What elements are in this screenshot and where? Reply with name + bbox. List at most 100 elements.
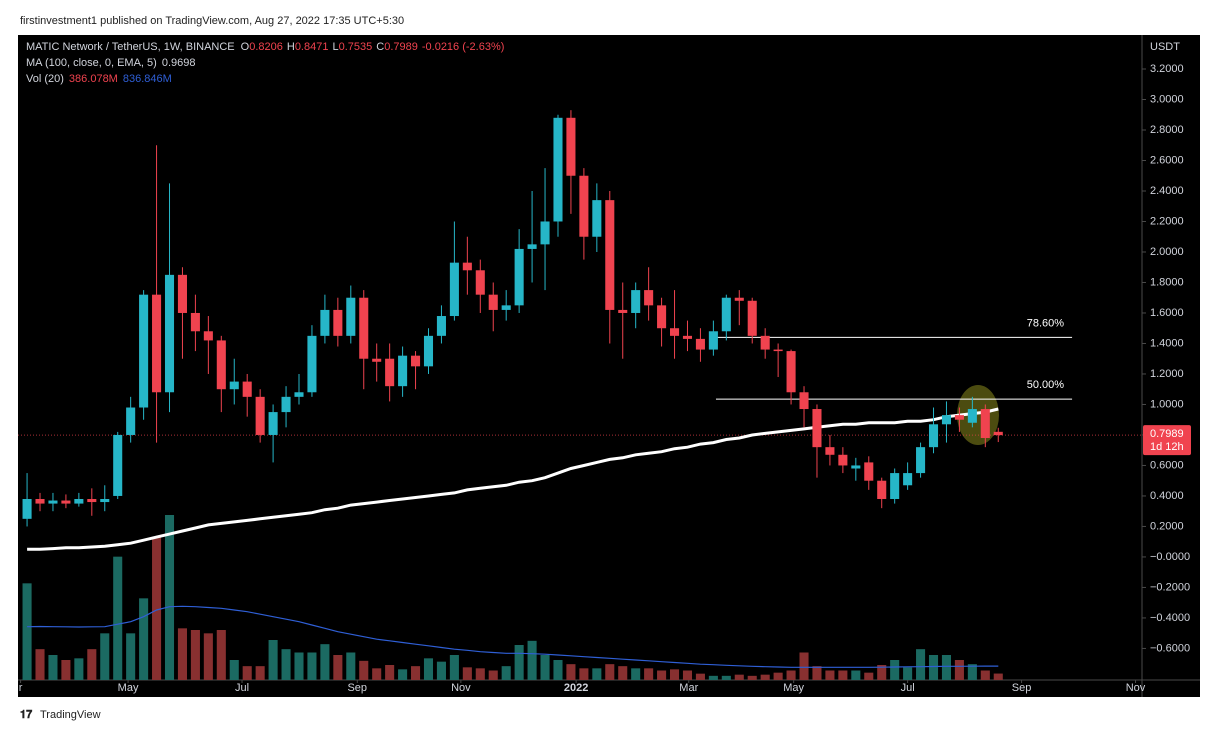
- volume-bar: [734, 674, 744, 680]
- volume-bar: [423, 658, 434, 680]
- x-tick-label: 2022: [564, 682, 588, 694]
- x-tick-label: Jul: [901, 682, 915, 694]
- candle-body: [294, 392, 304, 397]
- legend-symbol: MATIC Network / TetherUS, 1W, BINANCE: [26, 41, 235, 53]
- volume-bar: [242, 666, 252, 680]
- candle-body: [268, 412, 278, 435]
- last-price-label: 0.7989: [1150, 428, 1184, 440]
- volume-bar: [475, 668, 485, 680]
- volume-bar: [372, 668, 382, 680]
- y-tick-label: 3.0000: [1150, 93, 1184, 105]
- candle-body: [838, 454, 848, 466]
- volume-bar: [760, 674, 770, 680]
- candle-body: [398, 355, 408, 387]
- candle-body: [540, 221, 550, 245]
- volume-bar: [812, 666, 822, 680]
- ohlc-key: H: [287, 41, 295, 53]
- vol-ma-value: 836.846M: [123, 73, 172, 85]
- volume-bar: [268, 640, 278, 680]
- candle-body: [35, 499, 45, 504]
- volume-bar: [203, 633, 213, 680]
- volume-bar: [967, 664, 977, 680]
- ohlc-key: L: [332, 41, 338, 53]
- ohlc-value: 0.7989: [384, 41, 418, 53]
- y-tick-label: 3.2000: [1150, 63, 1184, 75]
- volume-bar: [592, 668, 602, 680]
- candle-body: [449, 262, 459, 317]
- volume-bar: [385, 665, 395, 680]
- candle-body: [255, 396, 265, 435]
- axis-unit: USDT: [1150, 41, 1180, 53]
- candle-body: [864, 462, 874, 481]
- volume-bar: [566, 664, 576, 680]
- logo-mark: 𝟏𝟕: [20, 709, 33, 721]
- candle-body: [346, 297, 356, 336]
- volume-bar: [773, 672, 783, 680]
- volume-ma-line: [27, 605, 999, 668]
- candle-body: [851, 465, 861, 469]
- volume-bar: [657, 670, 667, 680]
- chart-background: [18, 35, 1200, 697]
- candle-body: [682, 335, 693, 339]
- x-tick-label: r: [19, 682, 23, 694]
- vol-title: Vol (20): [26, 73, 64, 85]
- candle-body: [372, 358, 382, 362]
- candle-body: [501, 305, 511, 310]
- candle-body: [825, 447, 835, 455]
- candle-body: [48, 500, 58, 504]
- volume-bar: [708, 675, 718, 680]
- volume-bar: [644, 668, 654, 680]
- volume-bar: [22, 583, 32, 680]
- candle-body: [307, 335, 317, 393]
- x-tick-label: May: [118, 682, 139, 694]
- ohlc-value: 0.7535: [339, 41, 373, 53]
- candle-body: [566, 117, 576, 176]
- volume-bar: [903, 667, 913, 680]
- candle-body: [436, 316, 446, 336]
- legend-line-1: MATIC Network / TetherUS, 1W, BINANCE O0.…: [26, 41, 504, 53]
- ma-title: MA (100, close, 0, EMA, 5): [26, 57, 157, 69]
- y-tick-label: 1.6000: [1150, 307, 1184, 319]
- volume-bar: [618, 666, 628, 680]
- volume-bar: [177, 628, 187, 680]
- candle-body: [203, 331, 213, 341]
- volume-bar: [113, 556, 123, 680]
- ohlc-value: 0.8206: [249, 41, 283, 53]
- volume-bar: [87, 649, 97, 680]
- volume-bar: [540, 655, 550, 680]
- volume-bar: [333, 655, 343, 680]
- candle-body: [242, 381, 252, 397]
- volume-bar: [605, 664, 615, 680]
- volume-bar: [152, 536, 162, 680]
- footer-brand: TradingView: [40, 709, 101, 721]
- candle-body: [488, 294, 498, 310]
- volume-bar: [682, 670, 693, 680]
- candle-body: [462, 262, 472, 271]
- y-tick-label: 1.8000: [1150, 276, 1184, 288]
- volume-bar: [346, 652, 356, 680]
- candle-body: [773, 349, 783, 352]
- volume-bar: [916, 649, 926, 680]
- ohlc-value: 0.8471: [295, 41, 329, 53]
- candle-body: [475, 270, 485, 295]
- candle-body: [333, 309, 343, 336]
- volume-bar: [164, 515, 175, 680]
- volume-bar: [877, 665, 887, 680]
- volume-bar: [320, 644, 330, 680]
- y-tick-label: −0.6000: [1150, 642, 1190, 654]
- candle-body: [61, 500, 71, 504]
- volume-bar: [61, 660, 71, 680]
- candle-body: [113, 434, 123, 496]
- candle-body: [916, 447, 926, 474]
- ohlc-key: C: [376, 41, 384, 53]
- candle-body: [708, 331, 718, 350]
- candle-body: [618, 309, 628, 313]
- candle-body: [954, 415, 964, 420]
- candle-body: [657, 305, 667, 329]
- volume-bar: [398, 669, 408, 680]
- volume-bar: [721, 675, 731, 680]
- volume-bar: [851, 670, 861, 680]
- footer-logo: 𝟏𝟕: [20, 709, 33, 721]
- candle-body: [411, 355, 421, 367]
- candle-body: [941, 415, 951, 425]
